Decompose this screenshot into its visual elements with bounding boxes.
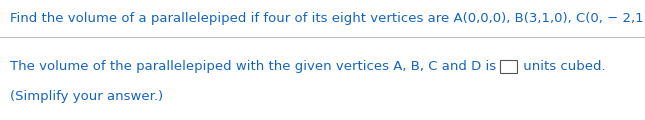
Text: units cubed.: units cubed. (519, 60, 606, 73)
Text: The volume of the parallelepiped with the given vertices A, B, C and D is: The volume of the parallelepiped with th… (10, 60, 501, 73)
Text: (Simplify your answer.): (Simplify your answer.) (10, 90, 163, 103)
Text: Find the volume of a parallelepiped if four of its eight vertices are A(0,0,0), : Find the volume of a parallelepiped if f… (10, 12, 645, 25)
